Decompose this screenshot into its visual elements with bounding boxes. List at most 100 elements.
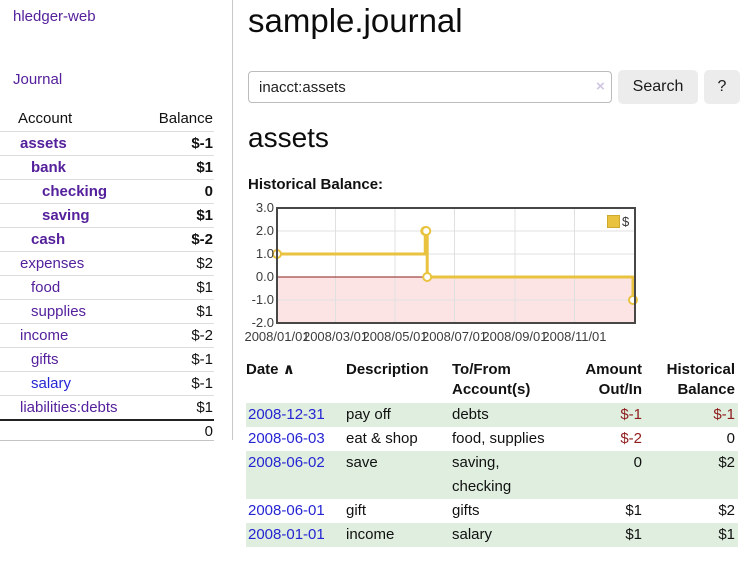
legend-series-label: $ [622,214,630,229]
balance-column-header: Balance [158,110,213,127]
search-input[interactable] [248,71,612,103]
accounts-table-header: Account Balance [0,106,214,131]
sidebar-account-row: supplies $1 [0,299,214,323]
account-link-bank[interactable]: bank [31,159,67,176]
sidebar-account-row: salary $-1 [0,371,214,395]
transaction-accounts: gifts [452,502,480,519]
account-link-assets[interactable]: assets [20,135,67,152]
transaction-row: 2008-12-31 pay off debts $-1 $-1 [246,403,738,427]
transaction-description: save [346,454,378,471]
accounts-table: Account Balance assets $-1 bank $1 checking 0… [0,106,214,441]
amount-column-header: Amount Out/In [585,361,642,398]
transaction-date-link[interactable]: 2008-06-01 [248,502,325,519]
account-balance: $-2 [191,327,213,344]
account-link-checking[interactable]: checking [42,183,108,200]
account-link-saving[interactable]: saving [42,207,90,224]
account-balance: $-1 [191,375,213,392]
account-balance: $1 [196,303,213,320]
account-balance: 0 [204,183,213,200]
description-column-header: Description [346,361,429,378]
transaction-date-link[interactable]: 2008-01-01 [248,526,325,543]
sidebar-account-row: checking 0 [0,179,214,203]
sidebar: hledger-web Journal Account Balance asse… [0,0,233,441]
sidebar-account-row: assets $-1 [0,131,214,155]
transaction-date-cell: 2008-12-31 [246,403,342,427]
transaction-balance: $2 [718,502,735,519]
sidebar-account-row: saving $1 [0,203,214,227]
register-table: Date ∧ Description To/From Account(s) Am… [246,360,738,547]
account-link-gifts[interactable]: gifts [31,351,59,368]
account-link-liabilities-debts[interactable]: liabilities:debts [20,399,118,416]
historical-balance-chart: 3.0 2.0 1.0 0.0 -1.0 -2.0 2008/01/01 2008/03/01… [244,201,742,352]
transaction-row: 2008-06-03 eat & shop food, supplies $-2 0 [246,427,738,451]
account-column-header: Account [18,110,73,127]
transaction-amount: $-1 [620,406,642,423]
transaction-amount: 0 [633,454,642,471]
date-column-header[interactable]: Date ∧ [246,361,295,378]
transaction-description: pay off [346,406,391,423]
x-axis-tick-label: 2008/11/01 [542,329,607,344]
transaction-date-link[interactable]: 2008-06-03 [248,430,325,447]
y-axis-tick-label: 0.0 [255,269,274,284]
transaction-balance: $1 [718,526,735,543]
account-link-expenses[interactable]: expenses [20,255,85,272]
sidebar-account-row: gifts $-1 [0,347,214,371]
x-axis-tick-label: 2008/03/01 [302,329,369,344]
y-axis-tick-label: 2.0 [255,223,274,238]
sidebar-account-row: food $1 [0,275,214,299]
transaction-description: eat & shop [346,430,418,447]
account-balance: $-1 [191,135,213,152]
search-button[interactable]: Search [618,70,698,104]
transaction-date-cell: 2008-01-01 [246,523,342,547]
account-balance: $1 [196,279,213,296]
chart-title: Historical Balance: [248,176,384,193]
accounts-total-value: 0 [204,423,213,440]
clear-search-icon[interactable]: × [596,78,605,95]
account-link-supplies[interactable]: supplies [31,303,87,320]
x-axis-tick-label: 2008/07/01 [421,329,488,344]
sort-ascending-icon: ∧ [282,361,295,378]
sidebar-account-row: cash $-2 [0,227,214,251]
page-title: sample.journal [248,2,463,39]
transaction-row: 2008-06-01 gift gifts $1 $2 [246,499,738,523]
transaction-amount: $-2 [620,430,642,447]
transaction-row: 2008-06-02 save saving, checking 0 $2 [246,451,738,499]
transaction-date-link[interactable]: 2008-06-02 [248,454,325,471]
transaction-balance: 0 [726,430,735,447]
transaction-accounts: food, supplies [452,430,545,447]
transaction-description: income [346,526,395,543]
legend-swatch-icon [607,215,620,228]
main-content: sample.journal × Search ? assets Histori… [244,0,742,582]
chart-legend: $ [605,213,632,230]
account-balance: $1 [196,207,213,224]
sidebar-item-journal[interactable]: Journal [13,71,63,88]
transaction-date-link[interactable]: 2008-12-31 [248,406,325,423]
account-balance: $2 [196,255,213,272]
account-link-cash[interactable]: cash [31,231,66,248]
account-balance: $1 [196,399,213,416]
x-axis-tick-label: 2008/01/01 [244,329,310,344]
sidebar-account-row: expenses $2 [0,251,214,275]
transaction-accounts: salary [452,526,493,543]
transaction-balance: $-1 [713,406,735,423]
account-link-salary[interactable]: salary [31,375,72,392]
app-title-link[interactable]: hledger-web [13,8,96,25]
transaction-amount: $1 [625,502,642,519]
transaction-description: gift [346,502,367,519]
transaction-date-cell: 2008-06-01 [246,499,342,523]
transaction-accounts: saving, checking [452,454,512,495]
chart-canvas [272,207,638,324]
account-link-food[interactable]: food [31,279,61,296]
account-link-income[interactable]: income [20,327,69,344]
sidebar-account-row: income $-2 [0,323,214,347]
help-button[interactable]: ? [704,70,740,104]
transaction-date-cell: 2008-06-02 [246,451,342,499]
y-axis-tick-label: -1.0 [251,292,274,307]
sidebar-account-row: liabilities:debts $1 [0,395,214,419]
register-table-header: Date ∧ Description To/From Account(s) Am… [246,360,738,403]
account-balance: $-1 [191,351,213,368]
account-balance: $1 [196,159,213,176]
x-axis-tick-label: 2008/09/01 [482,329,548,344]
transaction-balance: $2 [718,454,735,471]
